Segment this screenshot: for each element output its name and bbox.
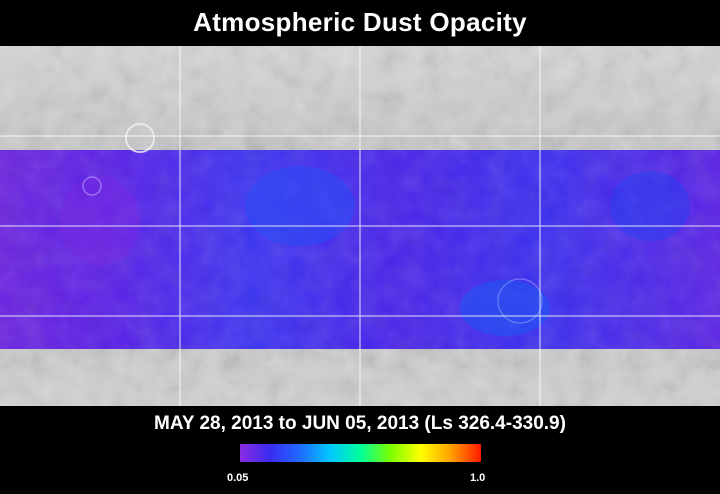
colorbar-max-label: 1.0 <box>470 472 486 484</box>
dust-patch <box>610 171 690 241</box>
colorbar-min-label: 0.05 <box>227 472 249 484</box>
crater <box>125 123 155 153</box>
dust-patch <box>245 166 355 246</box>
colorbar <box>240 444 481 462</box>
crater <box>82 176 102 196</box>
dust-patch <box>60 176 140 266</box>
date-range-label: MAY 28, 2013 to JUN 05, 2013 (Ls 326.4-3… <box>154 413 566 434</box>
crater <box>497 278 543 324</box>
mars-map-canvas <box>0 46 720 406</box>
mars-map <box>0 46 720 406</box>
lat-lon-grid <box>0 46 720 406</box>
page-title: Atmospheric Dust Opacity <box>193 6 527 37</box>
dust-patch <box>460 280 550 336</box>
